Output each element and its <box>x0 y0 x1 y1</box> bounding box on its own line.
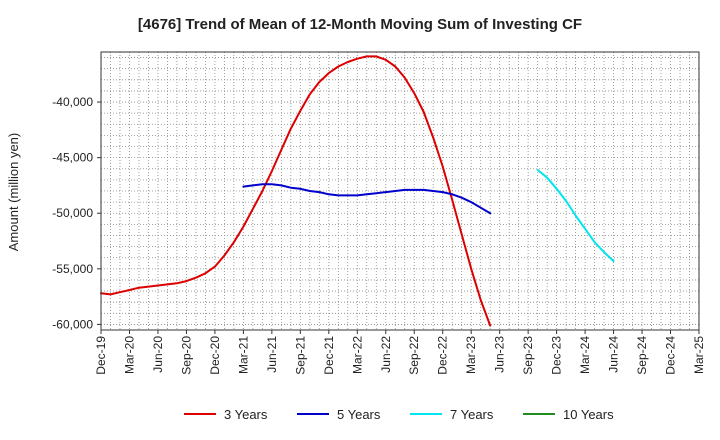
x-tick-label: Jun-24 <box>607 336 621 373</box>
series-line-5-years <box>242 183 492 215</box>
series-line-3-years <box>100 55 492 327</box>
chart-title: [4676] Trend of Mean of 12-Month Moving … <box>138 16 582 33</box>
x-tick-label: Dec-23 <box>550 336 564 375</box>
y-tick-label: -55,000 <box>52 262 93 276</box>
x-tick-label: Dec-21 <box>322 336 336 375</box>
y-axis-label: Amount (million yen) <box>6 133 21 252</box>
y-tick-label: -45,000 <box>52 151 93 165</box>
x-tick-label: Mar-25 <box>692 336 706 374</box>
series-layer <box>100 55 615 327</box>
legend-label: 3 Years <box>224 407 268 422</box>
x-tick-label: Jun-20 <box>151 336 165 373</box>
x-tick-label: Mar-24 <box>578 336 592 374</box>
x-tick-label: Jun-21 <box>265 336 279 373</box>
legend-label: 5 Years <box>337 407 381 422</box>
legend-label: 10 Years <box>563 407 614 422</box>
x-axis-ticks: Dec-19 Mar-20 Jun-20 Sep-20 Dec-20 Mar-21 Jun-… <box>94 330 706 375</box>
x-tick-label: Dec-19 <box>94 336 108 375</box>
x-tick-label: Sep-22 <box>407 336 421 375</box>
x-tick-label: Jun-22 <box>379 336 393 373</box>
x-tick-label: Jun-23 <box>493 336 507 373</box>
x-tick-label: Sep-21 <box>293 336 307 375</box>
x-tick-label: Sep-24 <box>635 336 649 375</box>
x-tick-label: Dec-24 <box>664 336 678 375</box>
x-tick-label: Mar-20 <box>122 336 136 374</box>
x-tick-label: Mar-21 <box>236 336 250 374</box>
x-tick-label: Sep-23 <box>521 336 535 375</box>
x-tick-label: Sep-20 <box>179 336 193 375</box>
x-tick-label: Mar-23 <box>464 336 478 374</box>
series-line-7-years <box>536 168 615 263</box>
y-tick-label: -50,000 <box>52 206 93 220</box>
legend-label: 7 Years <box>450 407 494 422</box>
y-tick-label: -60,000 <box>52 317 93 331</box>
x-tick-label: Dec-22 <box>436 336 450 375</box>
legend: 3 Years 5 Years 7 Years 10 Years <box>184 407 614 422</box>
y-tick-label: -40,000 <box>52 95 93 109</box>
y-axis-ticks: -40,000 -45,000 -50,000 -55,000 -60,000 <box>52 95 101 331</box>
plot-border <box>100 51 700 331</box>
grid <box>101 52 699 330</box>
x-tick-label: Mar-22 <box>350 336 364 374</box>
x-tick-label: Dec-20 <box>208 336 222 375</box>
